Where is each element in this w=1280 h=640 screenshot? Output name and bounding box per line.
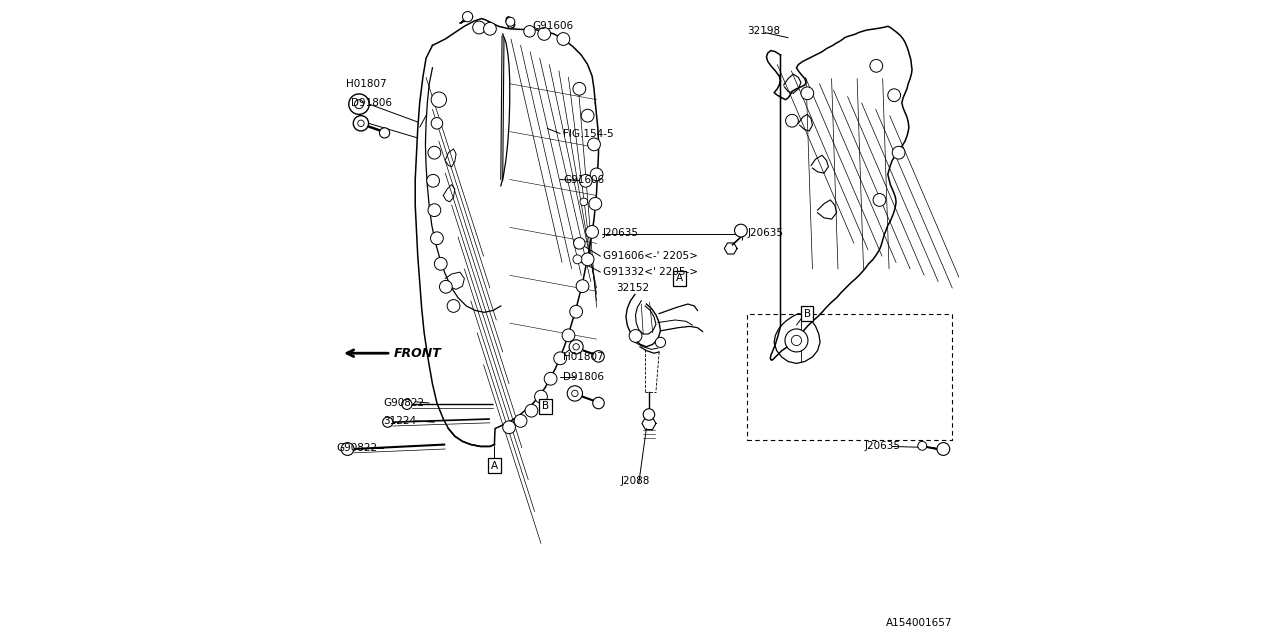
- Circle shape: [562, 329, 575, 342]
- Circle shape: [581, 109, 594, 122]
- Text: D91806: D91806: [563, 372, 604, 383]
- Circle shape: [342, 443, 353, 456]
- Circle shape: [535, 390, 548, 403]
- Circle shape: [431, 92, 447, 108]
- Text: J2088: J2088: [621, 476, 650, 486]
- Circle shape: [589, 197, 602, 210]
- Circle shape: [462, 12, 472, 22]
- Text: G91332<' 2205->: G91332<' 2205->: [603, 267, 698, 277]
- Circle shape: [588, 138, 600, 151]
- Circle shape: [525, 404, 538, 417]
- Circle shape: [791, 335, 801, 346]
- Text: D91806: D91806: [351, 98, 393, 108]
- Text: G91606<-' 2205>: G91606<-' 2205>: [603, 251, 698, 261]
- Text: G91606: G91606: [532, 21, 573, 31]
- Circle shape: [655, 337, 666, 348]
- Text: FIG.154-5: FIG.154-5: [563, 129, 614, 138]
- Text: 32152: 32152: [616, 283, 649, 293]
- Circle shape: [402, 399, 412, 410]
- Circle shape: [801, 87, 814, 100]
- Circle shape: [434, 257, 447, 270]
- Circle shape: [430, 232, 443, 244]
- Text: G90822: G90822: [337, 443, 378, 452]
- Circle shape: [570, 305, 582, 318]
- Text: J20635: J20635: [865, 442, 901, 451]
- Circle shape: [573, 237, 585, 249]
- Text: J20635: J20635: [603, 228, 639, 238]
- Circle shape: [472, 21, 485, 34]
- Circle shape: [573, 83, 586, 95]
- Circle shape: [353, 116, 369, 131]
- Circle shape: [590, 168, 603, 180]
- Circle shape: [506, 17, 515, 26]
- Text: J20635: J20635: [748, 228, 783, 238]
- Circle shape: [586, 225, 599, 238]
- Circle shape: [786, 115, 799, 127]
- Circle shape: [581, 253, 594, 266]
- Text: A: A: [490, 461, 498, 470]
- Circle shape: [426, 174, 439, 187]
- Text: G91606: G91606: [563, 175, 604, 184]
- Circle shape: [573, 344, 580, 350]
- Circle shape: [937, 443, 950, 456]
- Circle shape: [630, 330, 641, 342]
- Circle shape: [544, 372, 557, 385]
- Circle shape: [643, 409, 654, 420]
- Circle shape: [357, 120, 364, 127]
- Circle shape: [785, 329, 808, 352]
- Circle shape: [383, 417, 393, 428]
- Text: B: B: [541, 401, 549, 412]
- Circle shape: [573, 255, 582, 264]
- Circle shape: [538, 28, 550, 40]
- Circle shape: [515, 415, 527, 428]
- Circle shape: [379, 128, 389, 138]
- Text: H01807: H01807: [346, 79, 387, 89]
- Circle shape: [524, 26, 535, 37]
- Text: A: A: [676, 273, 684, 284]
- Text: G90822: G90822: [383, 398, 425, 408]
- Circle shape: [431, 118, 443, 129]
- Circle shape: [593, 351, 604, 362]
- Circle shape: [873, 193, 886, 206]
- Circle shape: [888, 89, 901, 102]
- Circle shape: [593, 397, 604, 409]
- Text: H01807: H01807: [563, 352, 604, 362]
- Circle shape: [348, 94, 369, 115]
- Circle shape: [735, 224, 748, 237]
- Circle shape: [557, 33, 570, 45]
- Circle shape: [576, 280, 589, 292]
- Circle shape: [580, 174, 593, 187]
- Text: 31224: 31224: [383, 416, 416, 426]
- Circle shape: [567, 386, 582, 401]
- Circle shape: [355, 100, 364, 109]
- Circle shape: [572, 390, 579, 397]
- Circle shape: [439, 280, 452, 293]
- Circle shape: [428, 147, 440, 159]
- Text: FRONT: FRONT: [393, 347, 442, 360]
- Circle shape: [447, 300, 460, 312]
- Circle shape: [554, 352, 567, 365]
- Circle shape: [503, 421, 516, 434]
- Circle shape: [870, 60, 883, 72]
- Text: B: B: [804, 308, 810, 319]
- Circle shape: [580, 198, 588, 205]
- Circle shape: [918, 442, 927, 451]
- Circle shape: [484, 22, 497, 35]
- Circle shape: [428, 204, 440, 216]
- Circle shape: [892, 147, 905, 159]
- Text: 32198: 32198: [748, 26, 781, 36]
- Text: A154001657: A154001657: [887, 618, 952, 628]
- Circle shape: [570, 340, 584, 354]
